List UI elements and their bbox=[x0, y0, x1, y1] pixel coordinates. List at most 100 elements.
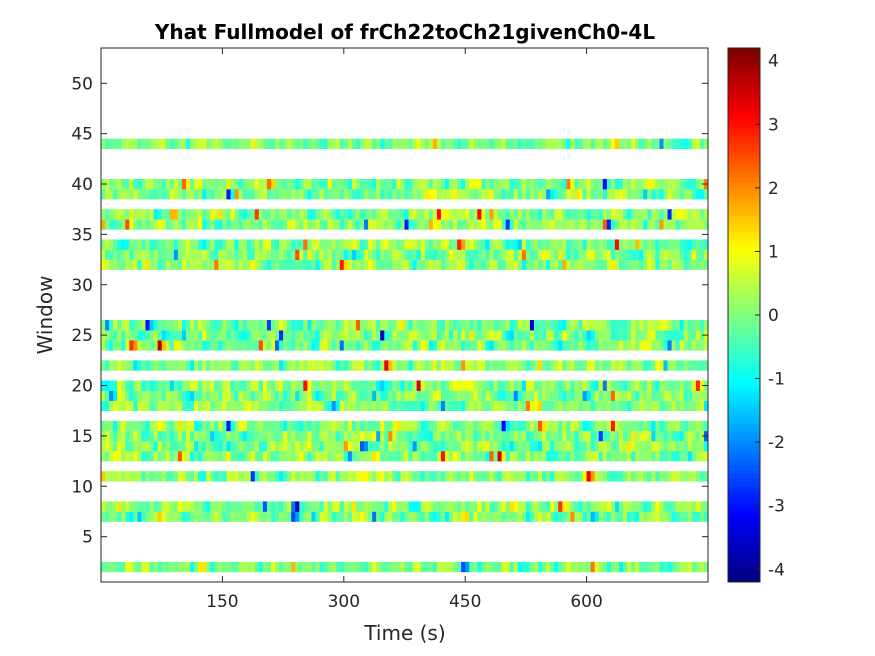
heatmap-cell bbox=[343, 138, 349, 150]
heatmap-cell bbox=[177, 138, 183, 150]
heatmap-cell bbox=[299, 340, 304, 351]
heatmap-cell bbox=[262, 430, 268, 442]
heatmap-cell bbox=[254, 430, 260, 442]
heatmap-cell bbox=[230, 380, 235, 391]
heatmap-cell bbox=[250, 471, 256, 482]
heatmap-cell bbox=[444, 189, 450, 200]
heatmap-cell bbox=[137, 390, 142, 401]
heatmap-cell bbox=[404, 320, 409, 331]
heatmap-cell bbox=[453, 249, 458, 260]
heatmap-cell bbox=[109, 330, 114, 341]
heatmap-cell bbox=[359, 440, 365, 452]
heatmap-cell bbox=[695, 501, 701, 512]
heatmap-cell bbox=[420, 430, 426, 442]
heatmap-cell bbox=[509, 440, 515, 452]
heatmap-cell bbox=[513, 561, 519, 573]
heatmap-cell bbox=[578, 471, 583, 482]
heatmap-cell bbox=[436, 239, 442, 250]
heatmap-cell bbox=[190, 249, 195, 260]
heatmap-cell bbox=[303, 249, 308, 260]
heatmap-cell bbox=[169, 340, 175, 351]
heatmap-cell bbox=[226, 320, 231, 331]
heatmap-cell bbox=[570, 400, 575, 412]
heatmap-cell bbox=[396, 209, 401, 220]
heatmap-cell bbox=[234, 451, 239, 462]
heatmap-cell bbox=[631, 561, 636, 573]
heatmap-cell bbox=[303, 178, 308, 190]
heatmap-cell bbox=[299, 420, 304, 432]
heatmap-cell bbox=[262, 219, 268, 230]
heatmap-cell bbox=[412, 420, 418, 432]
heatmap-cell bbox=[384, 259, 389, 270]
colorbar-segment bbox=[728, 344, 760, 349]
heatmap-cell bbox=[125, 259, 130, 270]
heatmap-cell bbox=[582, 561, 587, 573]
heatmap-cell bbox=[623, 360, 628, 371]
heatmap-cell bbox=[550, 501, 555, 512]
heatmap-cell bbox=[238, 420, 244, 432]
heatmap-cell bbox=[198, 390, 203, 401]
heatmap-cell bbox=[610, 501, 616, 512]
heatmap-cell bbox=[388, 471, 393, 482]
heatmap-cell bbox=[299, 380, 304, 391]
heatmap-cell bbox=[671, 430, 677, 442]
heatmap-cell bbox=[424, 511, 430, 522]
heatmap-cell bbox=[671, 178, 677, 190]
heatmap-cell bbox=[133, 219, 138, 230]
heatmap-cell bbox=[432, 451, 438, 462]
heatmap-cell bbox=[198, 259, 203, 270]
heatmap-cell bbox=[339, 400, 345, 412]
heatmap-cell bbox=[453, 178, 458, 190]
heatmap-cell bbox=[307, 511, 312, 522]
heatmap-cell bbox=[181, 390, 187, 401]
heatmap-cell bbox=[198, 440, 203, 452]
heatmap-cell bbox=[376, 390, 381, 401]
heatmap-cell bbox=[262, 320, 268, 331]
heatmap-cell bbox=[408, 501, 413, 512]
heatmap-cell bbox=[627, 400, 632, 412]
heatmap-cell bbox=[165, 420, 171, 432]
heatmap-cell bbox=[687, 440, 693, 452]
heatmap-cell bbox=[198, 138, 203, 150]
heatmap-cell bbox=[639, 360, 644, 371]
heatmap-cell bbox=[416, 239, 422, 250]
heatmap-cell bbox=[206, 561, 211, 573]
heatmap-cell bbox=[444, 138, 450, 150]
heatmap-cell bbox=[364, 420, 369, 432]
heatmap-cell bbox=[226, 249, 231, 260]
heatmap-cell bbox=[594, 380, 600, 391]
heatmap-cell bbox=[533, 501, 539, 512]
heatmap-cell bbox=[177, 420, 183, 432]
heatmap-cell bbox=[335, 360, 341, 371]
heatmap-cell bbox=[177, 189, 183, 200]
heatmap-cell bbox=[473, 420, 478, 432]
heatmap-cell bbox=[542, 400, 547, 412]
heatmap-cell bbox=[226, 340, 231, 351]
heatmap-cell bbox=[242, 138, 248, 150]
heatmap-cell bbox=[610, 178, 616, 190]
heatmap-cell bbox=[542, 451, 547, 462]
heatmap-cell bbox=[582, 320, 587, 331]
heatmap-cell bbox=[295, 380, 300, 391]
heatmap-cell bbox=[432, 501, 438, 512]
x-tick-label: 600 bbox=[570, 592, 602, 612]
heatmap-cell bbox=[558, 430, 563, 442]
heatmap-cell bbox=[101, 420, 106, 432]
heatmap-cell bbox=[299, 138, 304, 150]
heatmap-cell bbox=[461, 219, 466, 230]
heatmap-cell bbox=[206, 239, 211, 250]
heatmap-cell bbox=[279, 501, 284, 512]
heatmap-cell bbox=[125, 189, 130, 200]
y-axis-label: Window bbox=[33, 276, 57, 355]
heatmap-cell bbox=[457, 380, 462, 391]
heatmap-cell bbox=[416, 189, 422, 200]
heatmap-cell bbox=[125, 340, 130, 351]
heatmap-cell bbox=[521, 380, 527, 391]
colorbar-segment bbox=[728, 360, 760, 366]
heatmap-cell bbox=[141, 259, 146, 270]
heatmap-cell bbox=[246, 219, 252, 230]
heatmap-cell bbox=[521, 440, 527, 452]
heatmap-cell bbox=[469, 430, 474, 442]
heatmap-cell bbox=[699, 400, 705, 412]
heatmap-cell bbox=[501, 219, 507, 230]
